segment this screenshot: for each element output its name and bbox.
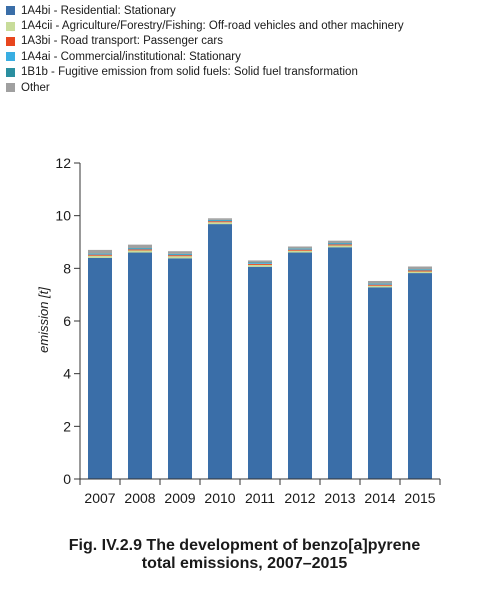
legend-item: 1B1b - Fugitive emission from solid fuel… [6, 65, 404, 80]
bar-segment [208, 221, 232, 223]
y-axis: 0 2 4 6 8 10 12 [55, 155, 81, 487]
chart-legend: 1A4bi - Residential: Stationary 1A4cii - … [6, 3, 404, 95]
y-tick-label: 4 [63, 366, 71, 382]
bar-segment [248, 262, 272, 264]
figure-caption: Fig. IV.2.9 The development of benzo[a]p… [0, 537, 489, 573]
bar-segment [328, 240, 352, 244]
x-tick-label: 2009 [164, 490, 195, 506]
bar-segment [208, 222, 232, 225]
bar-segment [288, 250, 312, 253]
legend-item: 1A4ai - Commercial/institutional: Statio… [6, 49, 404, 64]
bar-segment [128, 250, 152, 253]
bars-layer [88, 218, 432, 479]
legend-label: 1A4ai - Commercial/institutional: Statio… [21, 50, 241, 63]
bar-segment [88, 253, 112, 255]
legend-swatch [6, 52, 15, 62]
legend-item: 1A3bi - Road transport: Passenger cars [6, 34, 404, 49]
legend-label: 1A4cii - Agriculture/Forestry/Fishing: O… [21, 20, 404, 33]
y-tick-label: 0 [63, 471, 71, 487]
caption-line-2: total emissions, 2007–2015 [141, 555, 348, 572]
bar-segment [288, 252, 312, 479]
bar-segment [408, 266, 432, 270]
legend-item: 1A4cii - Agriculture/Forestry/Fishing: O… [6, 18, 404, 33]
x-tick-label: 2007 [84, 490, 115, 506]
legend-label: 1B1b - Fugitive emission from solid fuel… [21, 66, 358, 79]
y-tick-label: 12 [55, 155, 71, 171]
bar-segment [88, 254, 112, 256]
bar-segment [288, 246, 312, 249]
bar-segment [288, 249, 312, 251]
y-axis-title: emission [t] [36, 287, 51, 353]
x-tick-label: 2011 [245, 490, 275, 506]
bar-segment [168, 254, 192, 256]
legend-label: Other [21, 81, 50, 94]
bar-segment [208, 218, 232, 220]
legend-swatch [6, 83, 15, 93]
bar-segment [328, 245, 352, 248]
bar-segment [128, 244, 152, 249]
x-tick-label: 2012 [284, 490, 315, 506]
bar-segment [128, 248, 152, 250]
bar-segment [88, 249, 112, 254]
bar-segment [328, 243, 352, 245]
bar-segment [248, 263, 272, 265]
bar-segment [408, 269, 432, 271]
legend-item: 1A4bi - Residential: Stationary [6, 3, 404, 18]
x-tick-label: 2008 [124, 490, 155, 506]
y-tick-label: 10 [55, 208, 71, 224]
legend-swatch [6, 67, 15, 77]
bar-segment [408, 269, 432, 270]
bar-segment [368, 287, 392, 479]
bar-segment [408, 273, 432, 479]
bar-segment [128, 248, 152, 249]
bar-segment [408, 270, 432, 272]
bar-segment [208, 224, 232, 479]
bar-segment [168, 253, 192, 255]
bar-segment [128, 249, 152, 251]
bar-segment [368, 283, 392, 285]
caption-line-1: Fig. IV.2.9 The development of benzo[a]p… [68, 537, 421, 554]
bar-segment [368, 283, 392, 284]
bar-segment [288, 248, 312, 249]
x-tick-label: 2013 [324, 490, 355, 506]
y-tick-label: 6 [63, 313, 71, 329]
bar-segment [88, 257, 112, 479]
x-tick-label: 2010 [204, 490, 235, 506]
bar-segment [368, 284, 392, 286]
bar-segment [128, 252, 152, 479]
bar-segment [88, 253, 112, 254]
bar-segment [328, 244, 352, 246]
bar-segment [368, 285, 392, 288]
bar-segment [328, 243, 352, 244]
bar-segment [248, 266, 272, 479]
bar-segment [168, 256, 192, 259]
bar-segment [408, 271, 432, 274]
bar-segment [88, 255, 112, 258]
y-tick-label: 2 [63, 418, 71, 434]
legend-swatch [6, 6, 15, 16]
bar-segment [208, 219, 232, 221]
bar-segment [168, 251, 192, 254]
bar-segment [168, 255, 192, 257]
bar-segment [168, 258, 192, 479]
legend-swatch [6, 21, 15, 31]
x-axis: 2007 2008 2009 2010 2011 2012 2013 2014 2015 [79, 478, 441, 506]
legend-item: Other [6, 80, 404, 95]
bar-segment [328, 247, 352, 479]
bar-segment [248, 264, 272, 267]
bar-segment [368, 280, 392, 284]
bar-segment [248, 260, 272, 263]
y-tick-label: 8 [63, 260, 71, 276]
legend-swatch [6, 36, 15, 46]
x-tick-label: 2014 [364, 490, 395, 506]
bar-segment [248, 263, 272, 264]
bar-segment [288, 248, 312, 250]
legend-label: 1A3bi - Road transport: Passenger cars [21, 35, 223, 48]
legend-label: 1A4bi - Residential: Stationary [21, 4, 176, 17]
x-tick-label: 2015 [404, 490, 435, 506]
bar-segment [208, 220, 232, 222]
